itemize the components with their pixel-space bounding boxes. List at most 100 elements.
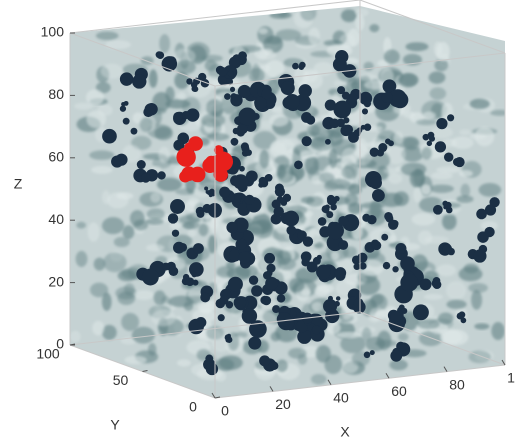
pore [390, 341, 411, 362]
pore-part [224, 334, 232, 341]
pore-part [140, 173, 151, 183]
pore [195, 203, 212, 218]
cloud-puff [198, 223, 209, 237]
pore [334, 296, 341, 307]
pore [215, 288, 234, 309]
cloud-puff [91, 165, 113, 174]
pore [230, 94, 243, 107]
highlight-part [215, 169, 225, 180]
cloud-puff [389, 359, 408, 371]
cloud-puff [340, 334, 366, 354]
pore-part [428, 135, 436, 142]
pore [155, 51, 165, 60]
pore-part [181, 110, 191, 120]
pore [369, 143, 388, 157]
cloud-puff [311, 301, 324, 312]
pore [286, 225, 314, 247]
pore-part [400, 256, 415, 271]
pore-part [392, 266, 399, 273]
pore [217, 314, 225, 322]
pore-part [227, 70, 234, 77]
cloud-puff [363, 61, 374, 71]
cloud-puff [93, 257, 106, 271]
cloud-puff [151, 309, 176, 327]
cloud-puff [418, 230, 433, 245]
cloud-puff [439, 330, 463, 345]
x-tick [385, 372, 390, 379]
pore-part [237, 123, 248, 135]
cloud-puff [324, 354, 343, 375]
cloud-puff [105, 40, 131, 50]
cloud-puff [248, 67, 265, 83]
pore-part [316, 264, 331, 280]
pore [248, 320, 267, 350]
pore-part [327, 295, 333, 301]
pore [434, 141, 447, 153]
pore [381, 92, 393, 103]
pore-part [489, 197, 500, 208]
cloud-puff [491, 321, 505, 340]
cloud-puff [95, 31, 119, 41]
cloud-puff [258, 51, 277, 60]
pore [173, 241, 185, 254]
pore [226, 217, 249, 241]
pore-part [173, 241, 185, 254]
pore [264, 252, 276, 264]
cloud-puff [100, 63, 123, 79]
pore-part [280, 81, 295, 96]
pore [122, 117, 130, 125]
pore-part [185, 277, 195, 287]
x-tick [327, 379, 332, 386]
y-tick [142, 370, 148, 372]
pore-part [240, 142, 249, 151]
cloud-puff [169, 221, 182, 230]
cloud-puff [124, 355, 147, 365]
pore-part [130, 127, 138, 135]
pore [204, 186, 213, 198]
pore-part [340, 124, 352, 137]
pore-part [412, 304, 429, 321]
pore [438, 242, 455, 256]
pore-part [334, 267, 347, 279]
pore-part [388, 89, 407, 108]
cloud-puff [471, 289, 483, 310]
pore-part [305, 115, 316, 125]
pore [292, 61, 306, 70]
cloud-puff [76, 221, 87, 229]
pore-part [300, 251, 312, 263]
pore [219, 186, 235, 203]
pore-part [283, 210, 300, 227]
pore-part [390, 311, 402, 323]
pore [272, 305, 280, 314]
pore-part [229, 249, 242, 262]
pore-part [302, 236, 314, 247]
pore-part [192, 86, 199, 93]
pore-part [192, 279, 199, 286]
pore-part [132, 74, 147, 89]
pore-part [276, 294, 286, 303]
cloud-puff [75, 250, 88, 268]
highlight-part [189, 166, 206, 183]
cloud-puff [153, 290, 166, 306]
cloud-puff [388, 173, 403, 184]
pore [456, 311, 467, 324]
pore-part [263, 271, 272, 280]
pore [316, 264, 347, 281]
pore [343, 117, 350, 124]
pore-part [337, 86, 346, 95]
z-tick-label: 80 [48, 86, 64, 102]
pore-part [141, 268, 159, 286]
cloud-puff [434, 59, 449, 72]
cloud-puff [442, 213, 457, 231]
pore-part [317, 217, 327, 226]
pore [238, 251, 251, 269]
cloud-puff [146, 208, 165, 220]
pore-part [332, 57, 347, 72]
cloud-puff [276, 359, 288, 373]
pore [294, 160, 303, 170]
pore-part [230, 94, 243, 107]
cloud-puff [490, 109, 505, 116]
pore-part [382, 79, 397, 94]
x-tick-label: 60 [391, 383, 407, 399]
cloud-puff [260, 64, 271, 72]
